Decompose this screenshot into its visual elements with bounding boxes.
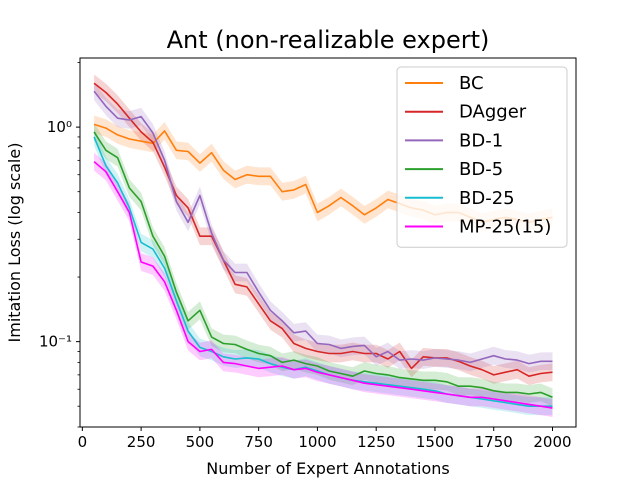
- x-tick-label: 1500: [416, 433, 454, 451]
- x-tick-label: 1000: [298, 433, 336, 451]
- series-lines: [93, 82, 553, 409]
- legend-label-bd-1: BD-1: [459, 130, 503, 151]
- series-line-mp-25-15: [93, 161, 553, 409]
- chart-title: Ant (non-realizable expert): [167, 26, 490, 54]
- legend-label-bc: BC: [459, 73, 484, 94]
- x-tick-label: 500: [186, 433, 215, 451]
- legend-label-bd-25: BD-25: [459, 188, 515, 209]
- x-tick-label: 2000: [533, 433, 571, 451]
- x-tick-label: 1250: [357, 433, 395, 451]
- x-axis-label: Number of Expert Annotations: [206, 459, 449, 478]
- y-tick-label: 10⁻¹: [39, 333, 72, 351]
- legend-label-mp-25-15: MP-25(15): [459, 217, 551, 238]
- legend-label-dagger: DAgger: [459, 102, 527, 123]
- legend-label-bd-5: BD-5: [459, 159, 503, 180]
- band-bd-25: [94, 128, 553, 416]
- legend: BC DAgger BD-1 BD-5 BD-25 MP-25(15): [396, 66, 568, 248]
- y-tick-label: 10⁰: [47, 118, 72, 136]
- band-bd-5: [94, 123, 553, 407]
- x-axis-ticks: 0 250 500 750 1000 1250 1500 1750 2000: [78, 427, 572, 451]
- plot-frame: [79, 57, 577, 428]
- x-tick-label: 750: [244, 433, 273, 451]
- y-axis-label: Imitation Loss (log scale): [5, 143, 24, 343]
- series-line-bd-5: [93, 131, 553, 399]
- x-tick-label: 250: [127, 433, 156, 451]
- x-tick-label: 0: [78, 433, 88, 451]
- series-line-bd-1: [93, 90, 553, 365]
- band-bd-1: [94, 82, 553, 373]
- y-axis-ticks: 10⁰ 10⁻¹: [39, 62, 80, 428]
- x-tick-label: 1750: [475, 433, 513, 451]
